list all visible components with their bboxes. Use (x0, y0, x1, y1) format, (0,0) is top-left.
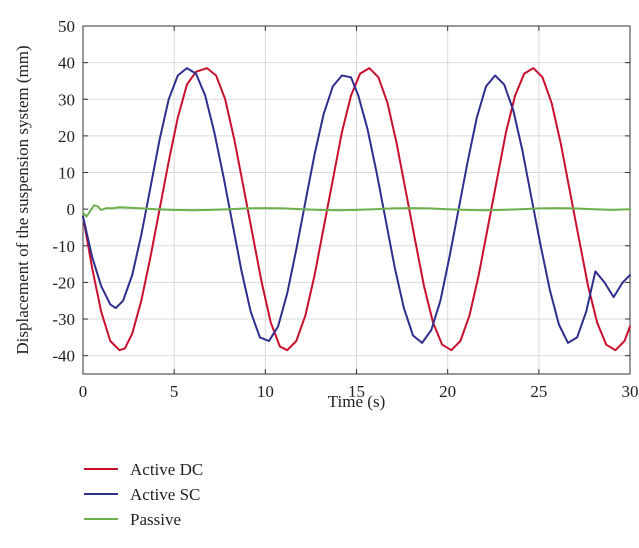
x-axis-title: Time (s) (328, 392, 385, 411)
x-tick-labels: 0 5 10 15 20 25 30 (79, 382, 639, 401)
y-tick-label: -10 (52, 237, 75, 256)
series-lines (82, 67, 631, 352)
legend: Active DC Active SC Passive (84, 460, 203, 529)
x-tick-label: 25 (530, 382, 547, 401)
y-tick-label: 40 (58, 54, 75, 73)
y-tick-label: 10 (58, 164, 75, 183)
legend-label-passive: Passive (130, 510, 181, 529)
x-tick-label: 30 (622, 382, 639, 401)
y-tick-labels: -40 -30 -20 -10 0 10 20 30 40 50 (52, 17, 75, 366)
y-tick-label: 30 (58, 90, 75, 109)
x-tick-label: 10 (257, 382, 274, 401)
legend-label-active-sc: Active SC (130, 485, 200, 504)
y-tick-label: 0 (67, 200, 76, 219)
x-tick-label: 20 (439, 382, 456, 401)
grid (82, 25, 631, 374)
y-tick-label: -30 (52, 310, 75, 329)
x-tick-label: 15 (348, 382, 365, 401)
y-tick-label: -20 (52, 273, 75, 292)
series-line-active-sc (82, 67, 631, 344)
x-tick-label: 0 (79, 382, 88, 401)
series-line-active-dc (82, 67, 631, 352)
x-tick-label: 5 (170, 382, 179, 401)
y-tick-label: -40 (52, 347, 75, 366)
y-axis-title: Displacement of the suspension system (m… (13, 45, 32, 354)
y-tick-label: 50 (58, 17, 75, 36)
axis-ticks (82, 25, 631, 374)
y-tick-label: 20 (58, 127, 75, 146)
series-line-passive (82, 204, 631, 218)
legend-label-active-dc: Active DC (130, 460, 203, 479)
